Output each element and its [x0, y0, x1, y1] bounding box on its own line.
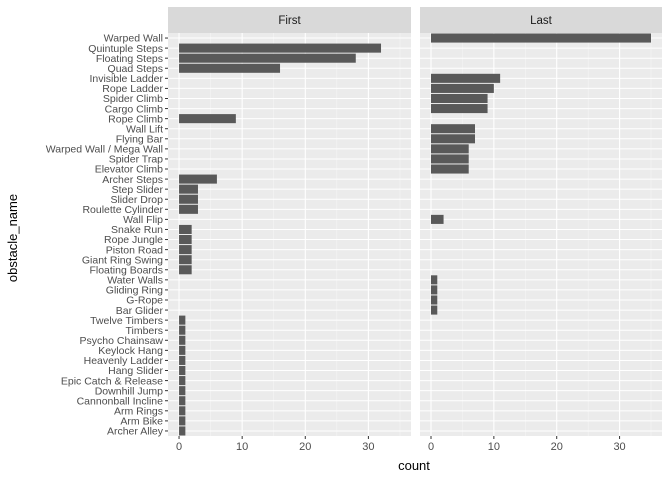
y-tick-label: Cargo Climb — [105, 103, 164, 115]
y-tick-label: Roulette Cylinder — [82, 204, 163, 216]
bar-first — [179, 114, 236, 124]
y-tick-label: Quad Steps — [108, 63, 163, 75]
y-tick-label: Archer Alley — [107, 426, 164, 438]
y-tick-label: Elevator Climb — [95, 164, 163, 176]
bar-last — [431, 124, 475, 134]
facet-strip-last — [420, 7, 662, 33]
bar-last — [431, 83, 494, 93]
y-tick-label: Water Walls — [107, 275, 163, 287]
bar-first — [179, 235, 192, 245]
x-axis-title: count — [398, 458, 430, 473]
y-tick-label: Warped Wall — [104, 33, 163, 45]
x-tick-label: 30 — [613, 441, 625, 453]
bar-last — [431, 33, 651, 43]
bar-last — [431, 275, 438, 285]
bar-last — [431, 154, 469, 164]
bar-first — [179, 315, 186, 325]
y-tick-label: Giant Ring Swing — [82, 254, 163, 266]
facet-strip-label-first: First — [278, 15, 301, 27]
panel-background-first — [168, 33, 411, 436]
bar-last — [431, 164, 469, 174]
y-tick-label: Piston Road — [106, 244, 163, 256]
bar-first — [179, 406, 186, 416]
y-tick-label: Arm Rings — [114, 406, 163, 418]
y-tick-label: Wall Lift — [126, 123, 163, 135]
y-tick-label: Keylock Hang — [98, 345, 163, 357]
y-tick-label: Quintuple Steps — [88, 43, 163, 55]
bar-first — [179, 204, 198, 214]
y-tick-label: Spider Trap — [109, 154, 163, 166]
bar-first — [179, 265, 192, 275]
y-tick-label: Step Slider — [112, 184, 164, 196]
y-tick-label: Downhill Jump — [95, 385, 163, 397]
bar-first — [179, 63, 281, 73]
bar-first — [179, 345, 186, 355]
bar-last — [431, 285, 438, 295]
bar-first — [179, 396, 186, 406]
y-tick-label: Floating Boards — [89, 264, 163, 276]
y-tick-label: Slider Drop — [110, 194, 163, 206]
x-tick-label: 10 — [488, 441, 500, 453]
facet-strip-first — [168, 7, 411, 33]
bar-first — [179, 184, 198, 194]
bar-last — [431, 73, 501, 83]
y-tick-label: Snake Run — [111, 224, 163, 236]
x-tick-label: 0 — [428, 441, 434, 453]
y-tick-label: Epic Catch & Release — [61, 375, 163, 387]
y-tick-label: Rope Jungle — [104, 234, 163, 246]
bar-first — [179, 325, 186, 335]
x-tick-label: 10 — [236, 441, 248, 453]
y-tick-label: Bar Glider — [116, 305, 164, 317]
y-tick-label: Rope Climb — [108, 113, 163, 125]
bar-last — [431, 295, 438, 305]
y-tick-label: Timbers — [125, 325, 163, 337]
bar-first — [179, 245, 192, 255]
bar-first — [179, 43, 382, 53]
bar-first — [179, 224, 192, 234]
facet-strip-label-last: Last — [530, 15, 553, 27]
bar-first — [179, 53, 356, 63]
x-tick-label: 20 — [551, 441, 563, 453]
bar-last — [431, 93, 488, 104]
y-tick-label: Hang Slider — [108, 365, 163, 377]
y-tick-label: Psycho Chainsaw — [80, 335, 164, 347]
bar-first — [179, 376, 186, 386]
y-tick-label: Flying Bar — [116, 133, 164, 145]
y-tick-label: Gliding Ring — [106, 285, 163, 297]
x-tick-label: 30 — [362, 441, 374, 453]
y-tick-label: Warped Wall / Mega Wall — [46, 144, 163, 156]
bar-last — [431, 144, 469, 154]
bar-last — [431, 305, 438, 315]
y-tick-label: Floating Steps — [96, 53, 163, 65]
bar-first — [179, 355, 186, 365]
y-tick-label: Archer Steps — [102, 174, 163, 186]
y-tick-label: Spider Climb — [103, 93, 163, 105]
bar-last — [431, 134, 475, 144]
y-tick-label: Arm Bike — [120, 416, 163, 428]
bar-last — [431, 104, 488, 114]
y-tick-label: Twelve Timbers — [90, 315, 163, 327]
bar-first — [179, 365, 186, 376]
y-tick-label: Wall Flip — [123, 214, 163, 226]
y-tick-label: Heavenly Ladder — [84, 355, 164, 367]
bar-first — [179, 194, 198, 204]
bar-first — [179, 386, 186, 396]
bar-first — [179, 426, 186, 436]
y-tick-label: Rope Ladder — [102, 83, 163, 95]
bar-first — [179, 416, 186, 426]
y-tick-label: Cannonball Incline — [77, 395, 164, 407]
bar-last — [431, 214, 444, 224]
bar-first — [179, 174, 217, 184]
y-tick-label: Invisible Ladder — [89, 73, 163, 85]
y-tick-label: G-Rope — [126, 295, 163, 307]
y-axis-title: obstacle_name — [5, 194, 20, 282]
bar-first — [179, 255, 192, 265]
x-tick-label: 20 — [299, 441, 311, 453]
x-tick-label: 0 — [176, 441, 182, 453]
panel-background-last — [420, 33, 662, 436]
bar-first — [179, 335, 186, 345]
